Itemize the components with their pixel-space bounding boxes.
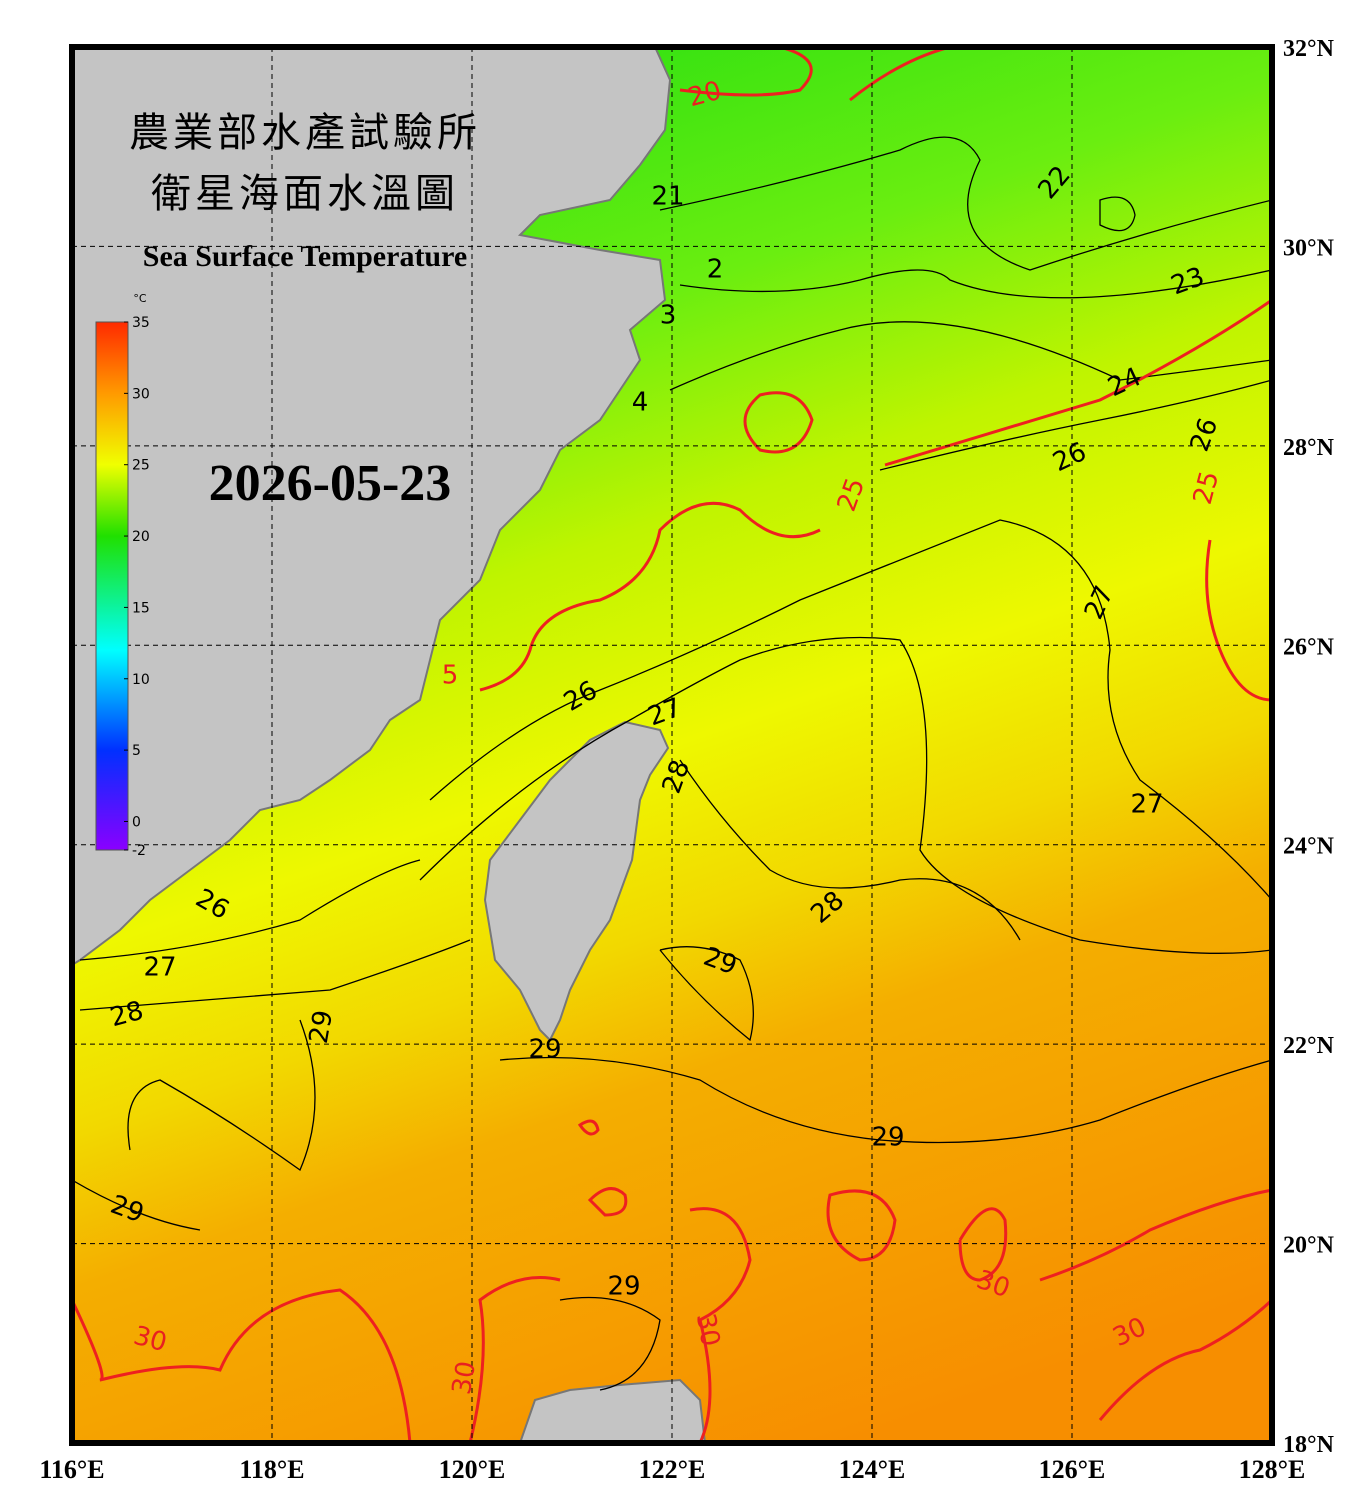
- contour-label: 4: [632, 388, 649, 418]
- contour-label: 29: [871, 1123, 904, 1153]
- isotherms-red: [72, 47, 1272, 1443]
- lon-label: 122°E: [639, 1455, 706, 1484]
- colorbar-tick-label: 30: [132, 386, 150, 402]
- contour-label: 30: [690, 1311, 725, 1349]
- lat-label: 18°N: [1283, 1432, 1335, 1458]
- contour-label: 29: [304, 1008, 339, 1046]
- title-zh: 農業部水產試驗所: [129, 110, 481, 156]
- lat-label: 20°N: [1283, 1233, 1335, 1259]
- colorbar-tick-label: 35: [132, 315, 150, 331]
- colorbar-tick-label: 25: [132, 458, 150, 474]
- colorbar-unit: °C: [133, 292, 147, 305]
- land-china: [72, 47, 672, 967]
- title-en: Sea Surface Temperature: [143, 240, 467, 273]
- colorbar-tick-label: 15: [132, 600, 150, 616]
- lon-label: 128°E: [1239, 1455, 1306, 1484]
- colorbar: [95, 321, 129, 851]
- contour-label: 29: [607, 1272, 640, 1302]
- contour-label: 2: [707, 255, 724, 285]
- map-frame: [69, 44, 1275, 1446]
- lon-label: 126°E: [1039, 1455, 1106, 1484]
- land-taiwan: [483, 720, 670, 1042]
- lon-label: 116°E: [39, 1455, 104, 1484]
- contour-label: 21: [651, 182, 684, 212]
- lat-label: 28°N: [1283, 435, 1335, 461]
- isotherms: [72, 136, 1272, 1391]
- lon-label: 124°E: [839, 1455, 906, 1484]
- colorbar-tick-label: 5: [132, 743, 141, 759]
- contour-label: 27: [143, 953, 176, 983]
- date: 2026-05-23: [209, 455, 452, 512]
- contour-label: 27: [1130, 790, 1163, 820]
- colorbar-ticks: 35 30 25 20 15 10 5 0 -2: [124, 315, 150, 859]
- colorbar-tick-label: 0: [132, 814, 141, 830]
- lat-label: 22°N: [1283, 1033, 1335, 1059]
- lat-label: 32°N: [1283, 36, 1335, 62]
- colorbar-tick-label: 20: [132, 529, 150, 545]
- lat-label: 30°N: [1283, 235, 1335, 261]
- lon-label: 120°E: [439, 1455, 506, 1484]
- lat-label: 26°N: [1283, 634, 1335, 660]
- contour-label: 5: [442, 661, 459, 691]
- contour-label: 30: [447, 1359, 482, 1397]
- contour-label: 3: [660, 301, 677, 331]
- lon-label: 118°E: [239, 1455, 304, 1484]
- subtitle-zh: 衛星海面水溫圖: [151, 171, 459, 217]
- contour-label: 29: [528, 1035, 561, 1065]
- colorbar-tick-label: 10: [132, 672, 150, 688]
- colorbar-tick-label: -2: [132, 843, 146, 859]
- lat-label: 24°N: [1283, 834, 1335, 860]
